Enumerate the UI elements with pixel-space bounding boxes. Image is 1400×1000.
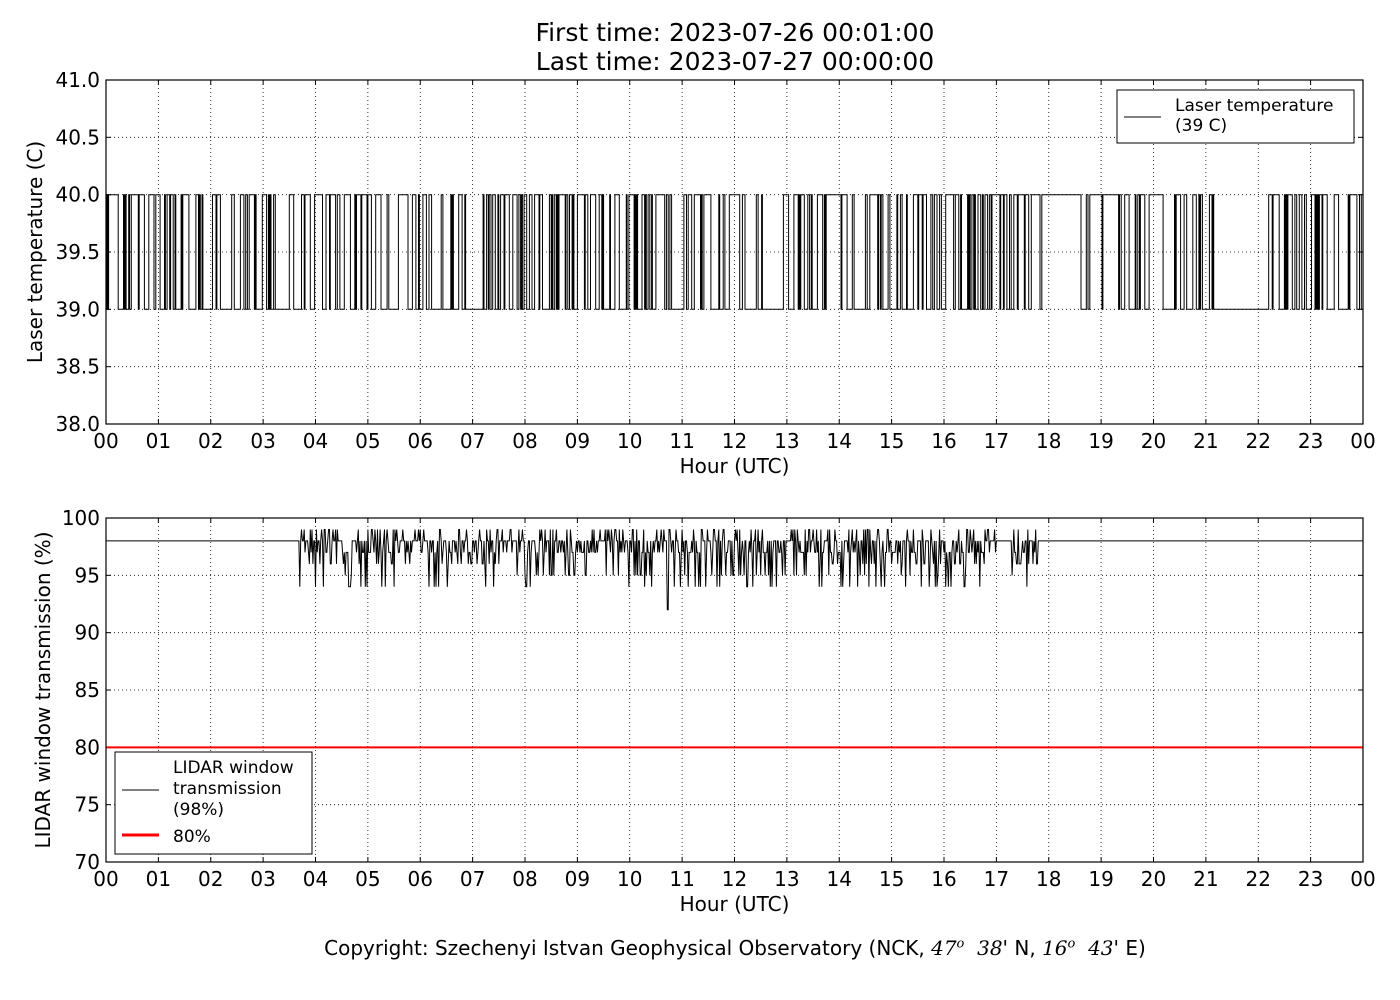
x-tick-label: 19 (1088, 867, 1113, 891)
legend: Laser temperature(39 C) (1116, 89, 1355, 144)
x-axis-label: Hour (UTC) (680, 892, 790, 916)
chart-title-last-time: Last time: 2023-07-27 00:00:00 (535, 47, 935, 76)
y-tick-label: 100 (62, 506, 100, 530)
y-tick-label: 39.0 (55, 297, 100, 321)
latitude-degrees: 47 (931, 936, 957, 960)
x-tick-label: 04 (303, 429, 328, 453)
x-tick-label: 21 (1193, 867, 1218, 891)
x-tick-label: 03 (250, 429, 275, 453)
x-tick-label: 02 (198, 429, 223, 453)
y-tick-label: 80 (75, 735, 100, 759)
x-tick-label: 12 (722, 867, 747, 891)
x-tick-label: 22 (1246, 429, 1271, 453)
latitude-degree-mark: o (956, 936, 965, 952)
x-tick-label: 01 (146, 867, 171, 891)
x-tick-label: 18 (1036, 429, 1061, 453)
x-tick-label: 06 (408, 867, 433, 891)
x-tick-label: 00 (93, 867, 118, 891)
x-tick-label: 13 (774, 429, 799, 453)
x-tick-label: 09 (565, 429, 590, 453)
x-tick-label: 01 (146, 429, 171, 453)
x-tick-label: 06 (408, 429, 433, 453)
x-tick-label: 10 (617, 867, 642, 891)
x-tick-label: 18 (1036, 867, 1061, 891)
x-tick-label: 14 (827, 429, 852, 453)
y-tick-label: 40.0 (55, 183, 100, 207)
latitude-minutes: 38 (977, 936, 1003, 960)
legend-label-transmission: (98%) (173, 800, 224, 820)
x-tick-label: 09 (565, 867, 590, 891)
x-tick-label: 05 (355, 867, 380, 891)
x-tick-label: 23 (1298, 429, 1323, 453)
y-axis-label: LIDAR window transmission (%) (31, 532, 55, 849)
x-tick-label: 23 (1298, 867, 1323, 891)
legend-label-transmission: transmission (173, 779, 282, 799)
legend-label-80: 80% (173, 827, 211, 847)
lidar-transmission-line (106, 529, 1363, 611)
x-tick-label: 20 (1141, 867, 1166, 891)
x-tick-label: 13 (774, 867, 799, 891)
legend-label: Laser temperature (1175, 96, 1333, 116)
x-tick-label: 17 (984, 429, 1009, 453)
y-tick-label: 41.0 (55, 68, 100, 92)
x-tick-label: 11 (669, 429, 694, 453)
laser-temperature-line (106, 194, 1363, 310)
x-tick-label: 20 (1141, 429, 1166, 453)
y-tick-label: 95 (75, 563, 100, 587)
copyright-text: Copyright: Szechenyi Istvan Geophysical … (324, 936, 932, 960)
x-tick-label: 00 (93, 429, 118, 453)
legend-label-transmission: LIDAR window (173, 758, 294, 778)
x-tick-label: 17 (984, 867, 1009, 891)
y-tick-label: 70 (75, 850, 100, 874)
latitude-suffix: ' N, (1002, 936, 1043, 960)
longitude-degree-mark: o (1067, 936, 1076, 952)
x-tick-label: 00 (1350, 867, 1375, 891)
x-tick-label: 07 (460, 867, 485, 891)
y-tick-label: 85 (75, 678, 100, 702)
x-tick-label: 19 (1088, 429, 1113, 453)
y-tick-label: 38.0 (55, 412, 100, 436)
lidar-transmission-panel: 00 01 02 03 04 05 06 07 08 09 10 11 12 13 14 15 16 17 18 19… (31, 506, 1376, 916)
longitude-minutes: 43 (1088, 936, 1114, 960)
axes-frame (105, 517, 1364, 863)
axes-frame (105, 79, 1364, 425)
x-tick-label: 04 (303, 867, 328, 891)
x-tick-label: 00 (1350, 429, 1375, 453)
x-tick-label: 21 (1193, 429, 1218, 453)
x-tick-label: 10 (617, 429, 642, 453)
x-tick-label: 15 (879, 867, 904, 891)
x-tick-label: 15 (879, 429, 904, 453)
y-tick-label: 40.5 (55, 125, 100, 149)
y-axis-label: Laser temperature (C) (23, 141, 47, 363)
x-tick-label: 02 (198, 867, 223, 891)
x-tick-label: 07 (460, 429, 485, 453)
x-tick-label: 14 (827, 867, 852, 891)
longitude-degrees: 16 (1042, 936, 1068, 960)
x-tick-label: 12 (722, 429, 747, 453)
legend-box (114, 751, 313, 855)
legend-label: (39 C) (1175, 116, 1227, 136)
copyright-footer: Copyright: Szechenyi Istvan Geophysical … (0, 936, 1400, 960)
y-tick-label: 90 (75, 621, 100, 645)
x-tick-label: 05 (355, 429, 380, 453)
x-axis-label: Hour (UTC) (680, 454, 790, 478)
x-tick-label: 11 (669, 867, 694, 891)
x-tick-label: 22 (1246, 867, 1271, 891)
x-tick-label: 16 (931, 867, 956, 891)
y-tick-label: 39.5 (55, 240, 100, 264)
laser-temperature-panel: 00 01 02 03 04 05 06 07 08 09 10 11 12 13 14 15 16 17 18 19… (23, 68, 1376, 478)
y-tick-label: 75 (75, 793, 100, 817)
y-tick-label: 38.5 (55, 355, 100, 379)
chart-title-first-time: First time: 2023-07-26 00:01:00 (535, 18, 935, 47)
x-tick-label: 08 (512, 867, 537, 891)
x-tick-label: 16 (931, 429, 956, 453)
longitude-suffix: ' E) (1113, 936, 1146, 960)
x-tick-label: 03 (250, 867, 275, 891)
x-tick-label: 08 (512, 429, 537, 453)
